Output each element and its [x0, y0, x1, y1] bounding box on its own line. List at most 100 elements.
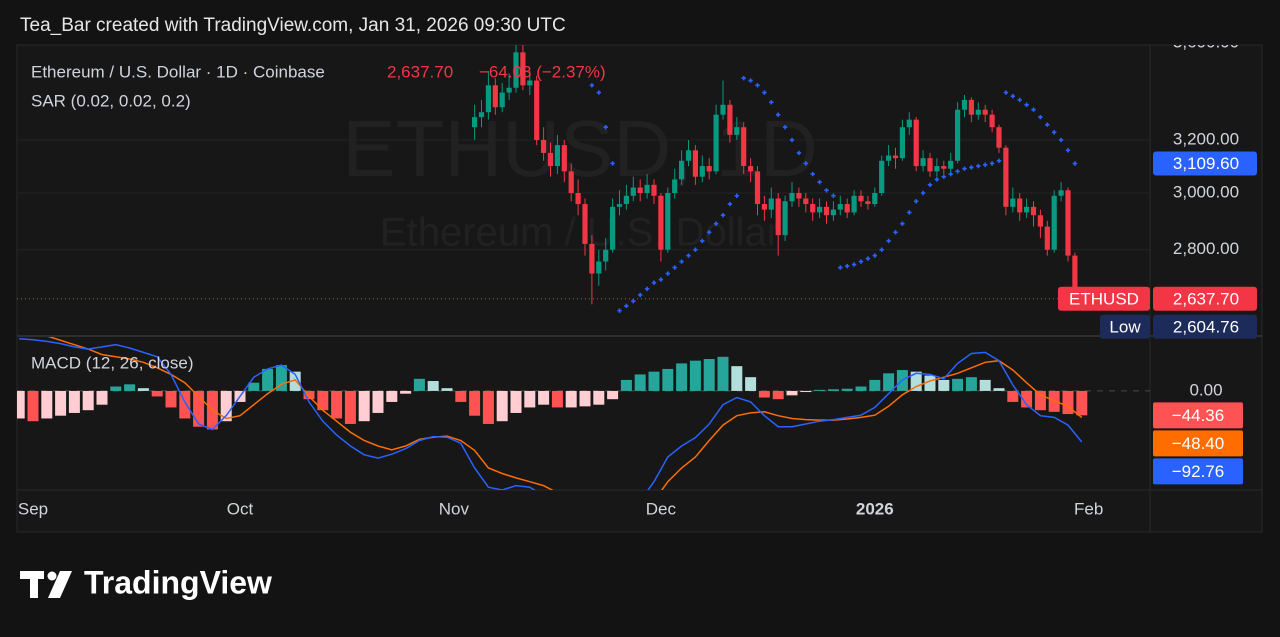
histogram-bar: [55, 390, 67, 416]
candle-body: [872, 193, 878, 205]
price-badge: [1153, 286, 1257, 311]
histogram-bar: [137, 388, 149, 391]
candle-body: [782, 201, 788, 236]
y-tick-label: 2,800.00: [1173, 239, 1239, 258]
histogram-bar: [193, 390, 205, 427]
histogram-bar: [965, 377, 977, 391]
histogram-bar: [289, 371, 301, 391]
sar-dot: [644, 286, 650, 291]
histogram-bar: [607, 390, 619, 400]
histogram-bar: [551, 390, 563, 408]
histogram-bar: [565, 390, 577, 408]
candle-body: [534, 80, 540, 140]
histogram-bar: [248, 382, 260, 391]
sar-dot: [596, 90, 601, 95]
sar-dot: [969, 165, 974, 170]
candle-body: [823, 206, 830, 216]
y-tick-label: 3,000.00: [1173, 182, 1239, 201]
candle-body: [1030, 206, 1037, 216]
sar-dot: [851, 262, 857, 267]
sar-dot: [651, 280, 657, 285]
sar-dot: [1052, 130, 1057, 135]
sar-dot: [741, 75, 746, 81]
histogram-bar: [17, 390, 25, 419]
histogram-bar: [510, 390, 522, 413]
sar-dot: [1058, 137, 1064, 143]
histogram-bar: [593, 390, 605, 405]
histogram-bar: [689, 360, 701, 391]
candle-body: [948, 160, 954, 169]
sar-dot: [624, 303, 629, 309]
sar-dot: [900, 221, 905, 226]
sar-dot: [996, 158, 1002, 163]
candle-body: [941, 166, 947, 169]
candle-body: [513, 52, 519, 88]
histogram-bar: [220, 390, 232, 422]
sar-dot: [617, 308, 622, 313]
y-tick-label: 3,200.00: [1173, 129, 1239, 148]
x-tick-label: Oct: [227, 499, 254, 518]
candle-body: [837, 204, 843, 210]
histogram-bar: [676, 363, 688, 391]
histogram-bar: [317, 390, 329, 411]
sar-dot: [1010, 94, 1015, 99]
brand: TradingView: [84, 564, 272, 600]
candle-body: [810, 204, 816, 213]
histogram-bar: [96, 390, 108, 405]
candle-body: [589, 243, 595, 274]
sar-dot: [1038, 114, 1043, 120]
candle-body: [685, 150, 692, 161]
candle-body: [796, 193, 802, 199]
candle-body: [1017, 198, 1023, 213]
candle-body: [547, 152, 554, 167]
logo-shape: [47, 571, 57, 581]
sar-dot: [962, 166, 967, 171]
candle-body: [913, 119, 919, 167]
sar-dot: [631, 298, 636, 304]
x-tick-label: Nov: [439, 499, 470, 518]
price-badge-text: 2,637.70: [1173, 289, 1239, 308]
candle-body: [665, 193, 671, 250]
histogram-bar: [124, 384, 136, 391]
candle-body: [1044, 226, 1050, 250]
histogram-bar: [841, 388, 853, 391]
last-price: 2,637.70: [387, 62, 453, 81]
candle-body: [844, 204, 850, 213]
histogram-bar: [455, 390, 467, 402]
sar-dot: [762, 90, 767, 95]
logo-shape: [48, 571, 72, 598]
histogram-bar: [703, 359, 715, 391]
badge-tag: [1058, 286, 1150, 311]
candle-body: [679, 160, 685, 180]
value-badge: [1153, 458, 1243, 485]
sar-dot: [886, 238, 891, 244]
sar-dot: [1072, 161, 1078, 166]
candle-body: [492, 85, 498, 108]
candle-body: [748, 166, 754, 172]
sar-dot: [672, 265, 677, 270]
histogram-bar: [524, 390, 536, 408]
sar-dot: [1065, 148, 1071, 153]
badge-tag-text: ETHUSD: [1069, 289, 1139, 308]
candle-body: [996, 127, 1002, 148]
plot-layer: 2,800.00 3,000.00 3,200.00 3,600.00 3,109.60…: [17, 45, 1257, 518]
value-badge-text: −48.40: [1172, 434, 1224, 453]
candle-body: [706, 166, 712, 172]
sar-dot: [948, 171, 953, 177]
candle-body: [955, 109, 961, 161]
candle-body: [720, 104, 726, 115]
candle-body: [596, 261, 602, 274]
sar-dot: [872, 253, 877, 258]
watermark-name: Ethereum / U.S. Dollar: [380, 211, 780, 255]
candle-body: [961, 99, 968, 110]
sar-dot: [1031, 107, 1036, 112]
candle-body: [920, 158, 926, 167]
sar-dot: [789, 137, 795, 143]
histogram-bar: [786, 390, 798, 396]
candle-body: [637, 187, 643, 194]
histogram-bar: [68, 390, 80, 413]
histogram-bar: [800, 390, 812, 393]
candle-body: [472, 117, 478, 128]
candle-body: [886, 155, 892, 161]
candle-body: [741, 127, 747, 167]
